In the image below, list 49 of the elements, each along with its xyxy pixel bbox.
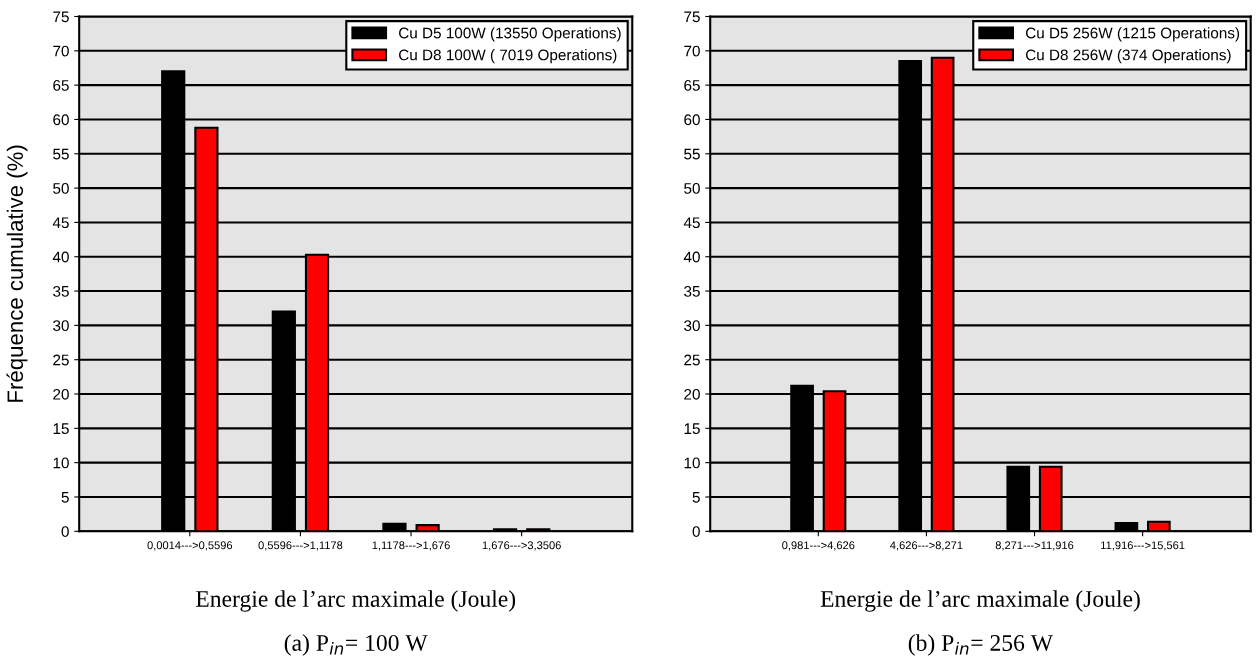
legend-label: Cu D5 256W (1215 Operations): [1025, 27, 1240, 42]
y-tick-label: 50: [684, 182, 700, 194]
y-tick-label: 50: [53, 182, 69, 194]
y-tick-label: 75: [684, 11, 700, 23]
y-tick-label: 20: [53, 388, 69, 400]
x-tick-label: 4,626--->8,271: [890, 541, 963, 551]
x-tick-label: 1,1178--->1,676: [372, 541, 450, 551]
y-tick-label: 70: [684, 45, 700, 57]
y-tick-label: 65: [53, 80, 69, 91]
y-tick-label: 60: [53, 114, 69, 126]
y-tick-label: 5: [61, 492, 69, 503]
y-tick-label: 20: [684, 388, 700, 400]
legend-label: Cu D5 100W (13550 Operations): [399, 27, 621, 42]
y-tick-label: 75: [53, 11, 69, 23]
y-axis-title: Fréquence cumulative (%): [6, 145, 28, 402]
y-tick-label: 45: [683, 217, 700, 229]
y-tick-label: 60: [684, 114, 700, 126]
y-tick-label: 45: [52, 217, 69, 229]
x-tick-label: 0,981--->4,626: [782, 541, 855, 551]
x-axis-title: Energie de l’arc maximale (Joule): [820, 590, 1140, 612]
y-tick-label: 0: [61, 526, 69, 537]
y-tick-label: 55: [684, 148, 700, 160]
x-tick-label: 1,676--->3,3506: [482, 541, 561, 551]
x-tick-label: 8,271--->11,916: [995, 541, 1074, 551]
y-tick-label: 30: [684, 320, 700, 332]
y-tick-label: 0: [692, 526, 700, 537]
y-tick-label: 70: [53, 45, 69, 57]
legend-label: Cu D8 256W (374 Operations): [1025, 49, 1231, 64]
y-tick-label: 25: [53, 354, 69, 366]
y-tick-label: 5: [692, 492, 700, 503]
x-tick-label: 11,916--->15,561: [1101, 541, 1185, 551]
y-tick-label: 40: [683, 251, 700, 263]
x-tick-label: 0,0014--->0,5596: [147, 541, 233, 551]
y-tick-label: 35: [53, 285, 69, 297]
text: (a) P$_{in}$= 100 W: [284, 634, 428, 656]
y-tick-label: 10: [684, 457, 700, 469]
legend-label: Cu D8 100W ( 7019 Operations): [399, 49, 617, 64]
y-tick-label: 25: [684, 354, 700, 366]
y-tick-label: 15: [53, 423, 69, 435]
x-tick-label: 0,5596--->1,1178: [258, 541, 343, 551]
x-axis-title: Energie de l’arc maximale (Joule): [196, 590, 516, 612]
y-tick-label: 40: [52, 251, 69, 263]
y-tick-label: 15: [684, 423, 700, 435]
text: (b) P$_{in}$= 256 W: [908, 634, 1054, 656]
y-tick-label: 35: [684, 285, 700, 297]
y-tick-label: 10: [53, 457, 69, 469]
y-tick-label: 65: [684, 80, 700, 91]
y-tick-label: 30: [53, 320, 69, 332]
y-tick-label: 55: [53, 148, 69, 160]
